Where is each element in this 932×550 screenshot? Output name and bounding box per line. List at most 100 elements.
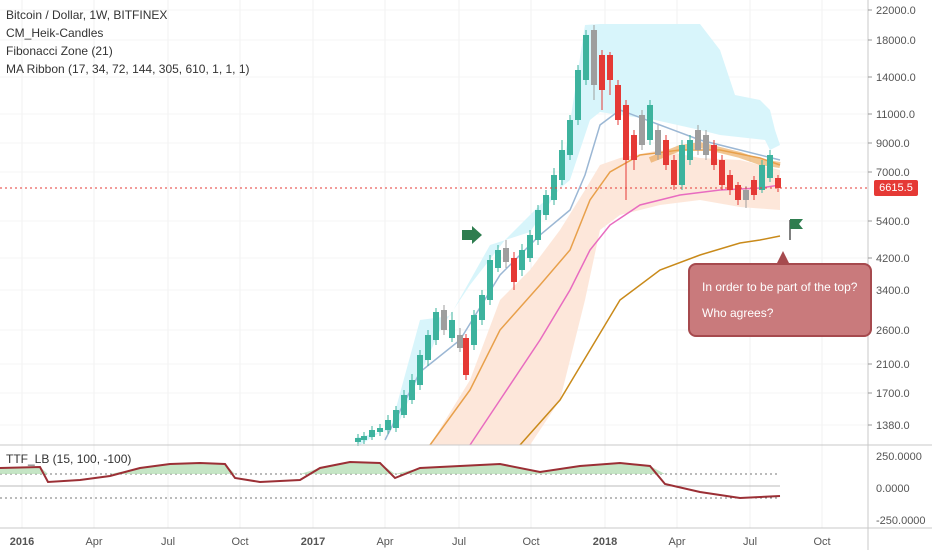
ttf-positive-fill	[0, 462, 780, 474]
candle-body	[751, 180, 757, 195]
candle-body	[457, 335, 463, 348]
callout-line-2: Who agrees?	[702, 306, 774, 320]
time-tick-label: 2018	[593, 536, 617, 548]
candle-body	[369, 430, 375, 437]
price-tick-label: 14000.0	[876, 72, 916, 84]
candle-body	[623, 105, 629, 160]
candle-body	[425, 335, 431, 360]
time-tick-label: Oct	[231, 536, 248, 548]
candle-body	[361, 436, 367, 440]
time-tick-label: Jul	[452, 536, 466, 548]
candle-body	[433, 312, 439, 340]
candle-body	[487, 260, 493, 300]
candle-body	[767, 155, 773, 178]
candle-body	[519, 250, 525, 270]
time-tick-label: Oct	[522, 536, 539, 548]
candle-body	[401, 395, 407, 415]
candle-body	[511, 258, 517, 282]
candle-body	[355, 438, 361, 442]
arrow-marker-icon	[462, 226, 482, 244]
candle-body	[535, 210, 541, 240]
callout-line-1: In order to be part of the top?	[702, 280, 858, 294]
candle-body	[663, 140, 669, 165]
price-tick-label: 1700.0	[876, 388, 910, 400]
price-tick-label: 11000.0	[876, 109, 915, 121]
indicator-tick-label: 250.0000	[876, 451, 922, 463]
symbol-title: Bitcoin / Dollar, 1W, BITFINEX	[6, 8, 168, 22]
candle-body	[417, 355, 423, 385]
price-tick-label: 18000.0	[876, 35, 916, 47]
callout-note[interactable]: In order to be part of the top? Who agre…	[688, 251, 872, 337]
time-tick-label: Apr	[85, 536, 102, 548]
time-tick-label: Jul	[161, 536, 175, 548]
ttf-legend: TTF_LB (15, 100, -100)	[6, 452, 132, 466]
indicator-tick-label: 0.0000	[876, 483, 910, 495]
candle-body	[479, 295, 485, 320]
candle-body	[735, 185, 741, 200]
candle-body	[719, 160, 725, 185]
candle-body	[647, 105, 653, 140]
price-tick-label: 4200.0	[876, 253, 910, 265]
candle-body	[703, 135, 709, 155]
candles	[355, 25, 781, 446]
indicator-label-fib: Fibonacci Zone (21)	[6, 44, 113, 58]
candle-body	[599, 55, 605, 90]
price-tick-label: 2100.0	[876, 359, 910, 371]
last-price-tag: 6615.5	[874, 180, 918, 196]
candle-body	[775, 178, 781, 188]
candle-body	[393, 410, 399, 428]
candle-body	[695, 130, 701, 150]
price-tick-label: 7000.0	[876, 167, 910, 179]
candle-body	[575, 70, 581, 120]
price-tick-label: 1380.0	[876, 420, 910, 432]
price-tick-label: 22000.0	[876, 5, 916, 17]
price-tick-label: 9000.0	[876, 138, 910, 150]
price-tick-label: 5400.0	[876, 216, 910, 228]
candle-body	[671, 160, 677, 185]
time-tick-label: Jul	[743, 536, 757, 548]
ma-144-line	[519, 235, 781, 446]
time-tick-label: 2016	[10, 536, 34, 548]
ttf-indicator	[0, 460, 781, 500]
candle-body	[471, 315, 477, 345]
indicator-label-heik: CM_Heik-Candles	[6, 26, 104, 40]
fib-zones	[355, 24, 780, 445]
annotations	[0, 187, 868, 244]
price-tick-label: 2600.0	[876, 325, 910, 337]
candle-body	[583, 35, 589, 80]
candle-body	[743, 190, 749, 200]
candle-body	[463, 338, 469, 375]
candle-body	[551, 175, 557, 200]
candle-body	[495, 250, 501, 268]
candle-body	[385, 420, 391, 430]
candle-body	[409, 380, 415, 400]
indicator-tick-label: -250.0000	[876, 515, 926, 527]
candle-body	[639, 115, 645, 145]
candle-body	[567, 120, 573, 155]
candle-body	[687, 140, 693, 160]
time-tick-label: Apr	[376, 536, 393, 548]
candle-body	[727, 175, 733, 190]
candle-body	[543, 195, 549, 215]
time-tick-label: Oct	[813, 536, 830, 548]
candle-body	[559, 150, 565, 180]
candle-body	[655, 130, 661, 155]
candle-body	[591, 30, 597, 85]
candle-body	[679, 145, 685, 185]
time-tick-label: 2017	[301, 536, 325, 548]
price-tick-label: 3400.0	[876, 285, 910, 297]
fib-lower-zone	[430, 150, 780, 445]
candle-body	[377, 428, 383, 432]
flag-icon	[790, 219, 803, 229]
candle-body	[607, 55, 613, 80]
ma-72-line	[469, 184, 781, 446]
candle-body	[503, 248, 509, 262]
callout-tail	[776, 251, 790, 265]
candle-body	[615, 85, 621, 120]
candle-body	[449, 320, 455, 338]
fib-upper-zone	[355, 24, 780, 445]
time-tick-label: Apr	[668, 536, 685, 548]
indicator-label-ma: MA Ribbon (17, 34, 72, 144, 305, 610, 1,…	[6, 62, 250, 76]
